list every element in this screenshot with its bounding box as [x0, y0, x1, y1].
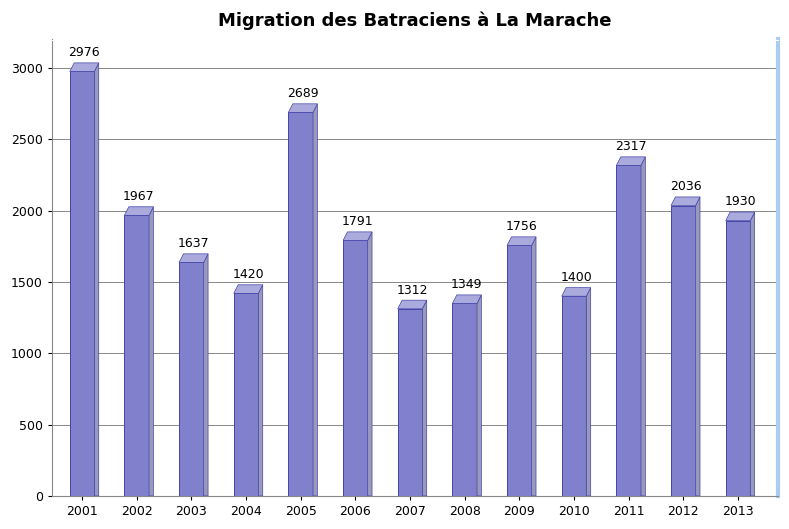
Polygon shape [562, 296, 586, 496]
Polygon shape [125, 496, 153, 501]
Text: 1420: 1420 [233, 268, 264, 281]
Polygon shape [343, 496, 372, 501]
Polygon shape [95, 63, 99, 496]
Polygon shape [398, 309, 422, 496]
Title: Migration des Batraciens à La Marache: Migration des Batraciens à La Marache [219, 11, 611, 30]
Polygon shape [69, 63, 99, 71]
Polygon shape [507, 245, 532, 496]
Polygon shape [179, 254, 208, 262]
Polygon shape [289, 104, 317, 112]
Polygon shape [750, 212, 754, 496]
Polygon shape [616, 496, 645, 501]
Polygon shape [452, 304, 477, 496]
Text: 2689: 2689 [287, 87, 319, 101]
Polygon shape [343, 241, 368, 496]
Polygon shape [726, 496, 754, 501]
Polygon shape [452, 295, 481, 304]
Polygon shape [69, 71, 95, 496]
Polygon shape [562, 496, 591, 501]
Polygon shape [234, 496, 263, 501]
Text: 1312: 1312 [396, 284, 428, 297]
Polygon shape [368, 232, 372, 496]
Polygon shape [422, 300, 427, 496]
Polygon shape [179, 496, 208, 501]
Polygon shape [234, 285, 263, 294]
Text: 2317: 2317 [615, 140, 647, 153]
Text: 1349: 1349 [451, 278, 483, 291]
Polygon shape [125, 207, 153, 215]
Polygon shape [586, 288, 591, 496]
Polygon shape [507, 496, 536, 501]
Polygon shape [313, 104, 317, 496]
Polygon shape [234, 294, 258, 496]
Polygon shape [696, 197, 700, 496]
Polygon shape [343, 232, 372, 241]
Polygon shape [671, 205, 696, 496]
Polygon shape [532, 237, 536, 496]
Polygon shape [149, 207, 153, 496]
Text: 1930: 1930 [724, 196, 756, 208]
Text: 2976: 2976 [69, 47, 100, 59]
Polygon shape [616, 157, 645, 166]
Polygon shape [671, 496, 700, 501]
Polygon shape [726, 221, 750, 496]
Polygon shape [69, 496, 99, 501]
Polygon shape [398, 496, 427, 501]
Text: 2036: 2036 [670, 180, 701, 194]
Polygon shape [179, 262, 204, 496]
Polygon shape [477, 295, 481, 496]
Polygon shape [289, 496, 317, 501]
Text: 1967: 1967 [123, 190, 155, 203]
Text: 1791: 1791 [342, 215, 373, 229]
Polygon shape [204, 254, 208, 496]
Polygon shape [258, 285, 263, 496]
Polygon shape [507, 237, 536, 245]
Polygon shape [452, 496, 481, 501]
Polygon shape [289, 112, 313, 496]
Polygon shape [562, 288, 591, 296]
Text: 1400: 1400 [560, 271, 592, 284]
Polygon shape [616, 166, 641, 496]
Polygon shape [726, 212, 754, 221]
Polygon shape [641, 157, 645, 496]
Text: 1637: 1637 [178, 238, 209, 250]
Text: 1756: 1756 [506, 220, 537, 233]
Polygon shape [125, 215, 149, 496]
Polygon shape [671, 197, 700, 205]
Polygon shape [398, 300, 427, 309]
